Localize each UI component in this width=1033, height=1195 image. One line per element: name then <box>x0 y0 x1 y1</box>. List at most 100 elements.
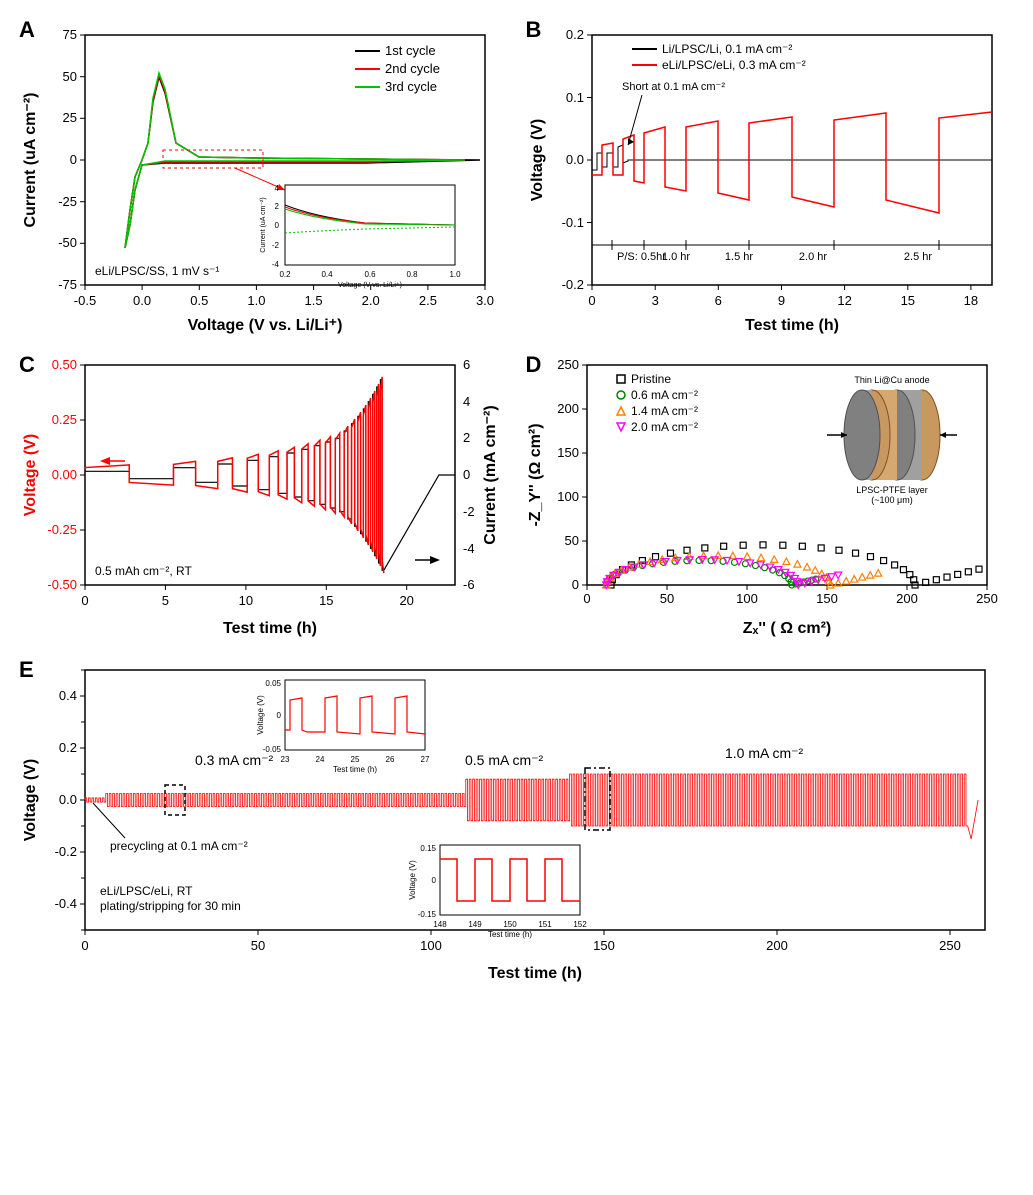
svg-text:0.2: 0.2 <box>279 270 291 279</box>
svg-text:151: 151 <box>538 920 552 929</box>
panel-b-chart: 0.2 0.1 0.0 -0.1 -0.2 0 3 6 9 12 15 18 <box>522 15 1017 335</box>
panel-d-chart: 250 200 150 100 50 0 0 50 100 <box>522 350 1017 640</box>
panel-c-chart: 0.50 0.25 0.00 -0.25 -0.50 6 4 2 0 <box>15 350 510 640</box>
svg-text:6: 6 <box>714 293 721 308</box>
svg-text:100: 100 <box>420 938 442 953</box>
svg-text:9: 9 <box>777 293 784 308</box>
svg-text:0.50: 0.50 <box>52 357 77 372</box>
svg-text:0.3 mA cm⁻²: 0.3 mA cm⁻² <box>195 752 274 768</box>
panel-e-label: E <box>19 657 34 683</box>
svg-text:0: 0 <box>277 711 282 720</box>
svg-text:-0.5: -0.5 <box>74 293 96 308</box>
svg-text:2.0 mA cm⁻²: 2.0 mA cm⁻² <box>631 420 698 434</box>
svg-text:0.5: 0.5 <box>190 293 208 308</box>
panel-b-xticks: 0 3 6 9 12 15 18 <box>588 285 978 308</box>
svg-text:0.00: 0.00 <box>52 467 77 482</box>
svg-text:-75: -75 <box>58 277 77 292</box>
panel-b-xlabel: Test time (h) <box>745 317 839 334</box>
svg-text:150: 150 <box>503 920 517 929</box>
panel-c-label: C <box>19 352 35 378</box>
svg-text:-2: -2 <box>272 241 280 250</box>
panel-b-short-label: Short at 0.1 mA cm⁻² <box>622 81 725 93</box>
svg-text:eLi/LPSC/eLi, 0.3 mA cm⁻²: eLi/LPSC/eLi, 0.3 mA cm⁻² <box>662 58 806 72</box>
svg-text:-4: -4 <box>272 260 280 269</box>
svg-text:10: 10 <box>239 593 253 608</box>
panel-e-cell-line2: plating/stripping for 30 min <box>100 899 241 913</box>
panel-c-yticks-right: 6 4 2 0 -2 -4 -6 <box>463 357 475 592</box>
panel-d-legend: Pristine 0.6 mA cm⁻² 1.4 mA cm⁻² 2.0 mA … <box>617 372 698 434</box>
svg-text:Pristine: Pristine <box>631 372 671 386</box>
panel-e-inset1: 0.05 0 -0.05 23 24 25 26 27 Voltage (V) … <box>256 679 430 774</box>
svg-text:6: 6 <box>463 357 470 372</box>
svg-text:20: 20 <box>399 593 413 608</box>
panel-e-precycle: precycling at 0.1 mA cm⁻² <box>110 839 248 853</box>
svg-text:0.8: 0.8 <box>406 270 418 279</box>
svg-text:Test time (h): Test time (h) <box>333 765 377 774</box>
panel-d-label: D <box>526 352 542 378</box>
svg-text:Current (uA cm⁻²): Current (uA cm⁻²) <box>260 197 267 252</box>
panel-c-annotation: 0.5 mAh cm⁻², RT <box>95 564 192 578</box>
svg-text:15: 15 <box>319 593 333 608</box>
svg-text:150: 150 <box>557 445 579 460</box>
svg-text:-0.50: -0.50 <box>47 577 77 592</box>
panel-b-ps-labels: P/S: 0.5hr 1.0 hr 1.5 hr 2.0 hr 2.5 hr <box>612 240 939 263</box>
svg-text:0.4: 0.4 <box>59 688 77 703</box>
svg-text:0.0: 0.0 <box>59 792 77 807</box>
svg-text:-0.05: -0.05 <box>263 745 282 754</box>
panel-b: B 0.2 0.1 0.0 -0.1 -0.2 0 3 6 9 12 15 <box>522 15 1019 340</box>
panel-c-ylabel-left: Voltage (V) <box>22 434 39 516</box>
svg-text:0.5 mA cm⁻²: 0.5 mA cm⁻² <box>465 752 544 768</box>
svg-text:0: 0 <box>583 591 590 606</box>
svg-text:0.05: 0.05 <box>265 679 281 688</box>
svg-text:1st cycle: 1st cycle <box>385 43 436 58</box>
svg-text:0.2: 0.2 <box>59 740 77 755</box>
panel-b-legend: Li/LPSC/Li, 0.1 mA cm⁻² eLi/LPSC/eLi, 0.… <box>632 42 806 72</box>
svg-text:250: 250 <box>557 357 579 372</box>
cell-diagram: Thin Li@Cu anode LPSC-PTFE layer (~100 μ… <box>827 375 957 505</box>
svg-text:100: 100 <box>557 489 579 504</box>
svg-text:2nd cycle: 2nd cycle <box>385 61 440 76</box>
svg-text:P/S: 0.5hr: P/S: 0.5hr <box>617 251 666 263</box>
panel-d-ylabel: -Z_Y'' (Ω cm²) <box>527 423 544 526</box>
svg-text:25: 25 <box>63 110 77 125</box>
panel-d: D 250 200 150 100 50 0 <box>522 350 1019 645</box>
svg-text:0.2: 0.2 <box>565 27 583 42</box>
svg-text:5: 5 <box>162 593 169 608</box>
svg-text:1.5: 1.5 <box>305 293 323 308</box>
panel-a-chart: 75 50 25 0 -25 -50 -75 -0.5 0.0 0.5 1.0 … <box>15 15 510 335</box>
svg-text:3.0: 3.0 <box>476 293 494 308</box>
panel-e: E 0.4 0.2 0.0 -0.2 -0.4 0 <box>15 655 1018 990</box>
panel-a-yticks: 75 50 25 0 -25 -50 -75 <box>58 27 85 292</box>
svg-text:0: 0 <box>571 577 578 592</box>
svg-text:0.0: 0.0 <box>565 152 583 167</box>
svg-text:50: 50 <box>564 533 578 548</box>
panel-c-yticks-left: 0.50 0.25 0.00 -0.25 -0.50 <box>47 357 85 592</box>
svg-text:18: 18 <box>963 293 977 308</box>
svg-text:149: 149 <box>468 920 482 929</box>
svg-text:2.5 hr: 2.5 hr <box>903 251 931 263</box>
svg-text:4: 4 <box>275 184 280 193</box>
svg-text:0: 0 <box>432 876 437 885</box>
svg-text:25: 25 <box>351 755 360 764</box>
svg-text:-0.2: -0.2 <box>561 277 583 292</box>
svg-text:1.0 hr: 1.0 hr <box>661 251 689 263</box>
panel-a-inset: 4 2 0 -2 -4 0.2 0.4 0.6 0.8 1.0 Current … <box>260 184 461 289</box>
svg-text:75: 75 <box>63 27 77 42</box>
svg-text:12: 12 <box>837 293 851 308</box>
svg-text:-6: -6 <box>463 577 475 592</box>
svg-text:2.0: 2.0 <box>362 293 380 308</box>
svg-text:50: 50 <box>63 69 77 84</box>
svg-text:0: 0 <box>81 938 88 953</box>
svg-text:0.0: 0.0 <box>133 293 151 308</box>
svg-text:-2: -2 <box>463 504 475 519</box>
panel-e-cell-line1: eLi/LPSC/eLi, RT <box>100 884 193 898</box>
svg-text:2: 2 <box>463 430 470 445</box>
svg-text:200: 200 <box>557 401 579 416</box>
svg-text:LPSC-PTFE layer: LPSC-PTFE layer <box>856 485 928 495</box>
svg-text:-0.4: -0.4 <box>55 896 77 911</box>
svg-text:Test time (h): Test time (h) <box>488 930 532 939</box>
svg-text:Thin Li@Cu anode: Thin Li@Cu anode <box>854 375 929 385</box>
panel-d-yticks: 250 200 150 100 50 0 <box>557 357 587 592</box>
svg-text:27: 27 <box>421 755 430 764</box>
svg-text:250: 250 <box>976 591 998 606</box>
